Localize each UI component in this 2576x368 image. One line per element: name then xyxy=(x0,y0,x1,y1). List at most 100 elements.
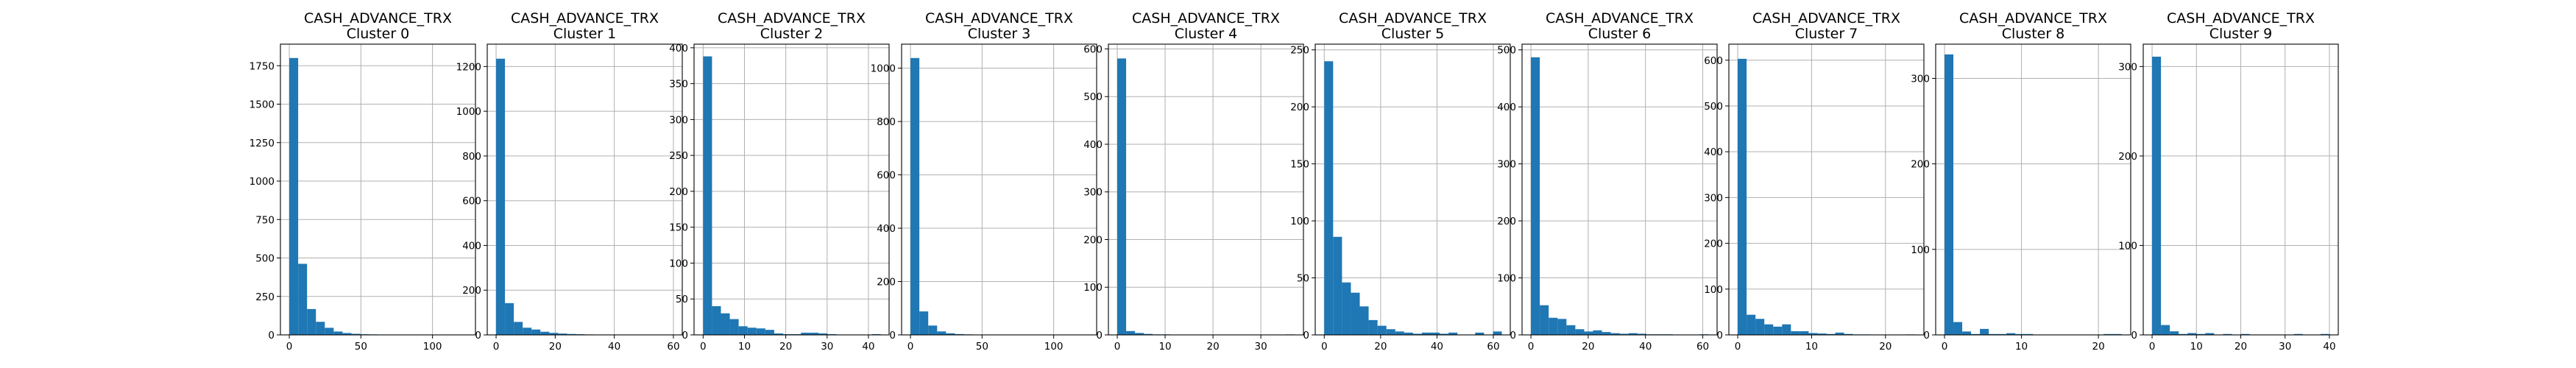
histogram-bar xyxy=(1404,332,1413,335)
y-tick-label: 500 xyxy=(1704,101,1723,113)
histogram-bars xyxy=(2152,57,2329,335)
y-tick-label: 500 xyxy=(255,253,275,265)
histogram-bar xyxy=(540,331,550,335)
x-tick-label: 20 xyxy=(2092,341,2105,353)
x-tick-label: 20 xyxy=(1582,341,1594,353)
histogram-bar xyxy=(1637,333,1646,335)
y-tick-label: 600 xyxy=(1704,55,1723,67)
histogram-bar xyxy=(2187,333,2197,335)
panel-title: CASH_ADVANCE_TRX xyxy=(1132,10,1280,26)
y-tick-label: 0 xyxy=(682,330,688,342)
histogram-bar xyxy=(505,302,514,335)
y-tick-label: 400 xyxy=(1704,146,1723,158)
histogram-bar xyxy=(1333,236,1342,335)
y-tick-label: 250 xyxy=(1290,45,1309,57)
histogram-bar xyxy=(1628,333,1638,335)
histogram-bar xyxy=(1386,329,1395,335)
y-tick-label: 100 xyxy=(669,258,688,269)
y-tick-label: 50 xyxy=(1297,273,1309,285)
y-tick-label: 600 xyxy=(1083,43,1103,55)
y-tick-label: 300 xyxy=(2118,61,2137,73)
axes-frame xyxy=(1314,43,1511,336)
y-tick-label: 0 xyxy=(268,330,275,342)
axes-frame xyxy=(693,43,890,336)
panel-title: CASH_ADVANCE_TRX xyxy=(1752,10,1900,26)
x-tick-label: 100 xyxy=(423,341,442,353)
histogram-bar xyxy=(2024,333,2034,335)
panel-title: CASH_ADVANCE_TRX xyxy=(1959,10,2107,26)
x-tick-label: 0 xyxy=(1942,341,1948,353)
y-tick-label: 300 xyxy=(1083,187,1103,199)
y-tick-label: 200 xyxy=(669,186,688,198)
histogram-bar xyxy=(1359,306,1369,335)
y-tick-label: 200 xyxy=(1911,159,1930,171)
x-tick-label: 30 xyxy=(821,341,833,353)
y-tick-label: 300 xyxy=(669,114,688,126)
y-tick-label: 100 xyxy=(2118,240,2137,252)
histogram-bar xyxy=(298,263,308,335)
histogram-bar xyxy=(567,333,576,335)
histogram-bar xyxy=(946,333,955,335)
axes-background xyxy=(1936,44,2131,335)
histogram-bar xyxy=(1395,331,1404,335)
panel-subtitle: Cluster 8 xyxy=(2002,26,2065,42)
panel-title: CASH_ADVANCE_TRX xyxy=(1339,10,1487,26)
x-tick-label: 0 xyxy=(700,341,707,353)
panel-subtitle: Cluster 3 xyxy=(968,26,1031,42)
histogram-bar xyxy=(1755,319,1765,335)
y-tick-label: 0 xyxy=(1303,330,1309,342)
panel-subtitle: Cluster 7 xyxy=(1795,26,1858,42)
histogram-bar xyxy=(1412,333,1422,335)
histogram-bar xyxy=(747,328,757,335)
histogram-bar xyxy=(2179,333,2188,335)
histogram-bar xyxy=(1998,333,2007,335)
y-tick-label: 50 xyxy=(676,294,688,305)
x-tick-label: 50 xyxy=(355,341,367,353)
y-tick-label: 0 xyxy=(1510,330,1516,342)
histogram-bar xyxy=(1377,325,1387,335)
y-tick-label: 200 xyxy=(1704,238,1723,250)
panel-subtitle: Cluster 1 xyxy=(553,26,617,42)
histogram-bars xyxy=(703,56,881,335)
histogram-bar xyxy=(801,333,810,335)
axes-background xyxy=(1729,44,1924,335)
histogram-bar xyxy=(1566,325,1576,335)
x-tick-label: 60 xyxy=(1487,341,1499,353)
histogram-bar xyxy=(2205,333,2215,335)
histogram-bar xyxy=(1431,332,1440,335)
histogram-bar xyxy=(1602,332,1611,335)
x-tick-label: 100 xyxy=(1044,341,1064,353)
x-tick-label: 40 xyxy=(2323,341,2335,353)
y-tick-label: 250 xyxy=(255,291,275,303)
histogram-bar xyxy=(1351,292,1360,335)
panel-title: CASH_ADVANCE_TRX xyxy=(2167,10,2315,26)
y-tick-label: 300 xyxy=(1911,73,1930,85)
y-tick-label: 500 xyxy=(1083,91,1103,103)
histogram-bar xyxy=(307,308,316,335)
panel-subtitle: Cluster 6 xyxy=(1588,26,1652,42)
panel-subtitle: Cluster 9 xyxy=(2209,26,2273,42)
histogram-bar xyxy=(910,57,920,335)
y-tick-label: 750 xyxy=(255,214,275,226)
histogram-bar xyxy=(1368,319,1378,335)
panel-cluster-1: 0 20 40 60020040060080010001200CASH_ADVANCE… xyxy=(456,10,683,353)
histogram-bars xyxy=(289,57,467,336)
histogram-bar xyxy=(1773,326,1783,335)
histogram-bar xyxy=(1342,282,1351,335)
panel-cluster-9: 0 10 20 30 40 0 100 200 300 CASH_ADVANCE_TRXClust… xyxy=(2118,10,2339,353)
axes-frame xyxy=(1935,43,2131,336)
x-tick-label: 20 xyxy=(1374,341,1387,353)
histogram-bar xyxy=(1971,333,1981,335)
x-tick-label: 40 xyxy=(1431,341,1443,353)
panel-cluster-3: 0 50 10002004006008001000CASH_ADVANCE_TRXC… xyxy=(871,10,1097,353)
y-tick-label: 100 xyxy=(1704,284,1723,296)
histogram-bar xyxy=(1440,333,1449,335)
y-tick-label: 800 xyxy=(877,116,896,128)
y-tick-label: 1250 xyxy=(250,138,275,149)
y-tick-label: 0 xyxy=(475,330,481,342)
panel-subtitle: Cluster 2 xyxy=(760,26,824,42)
axes-frame xyxy=(486,43,683,336)
histogram-bar xyxy=(1945,54,1954,336)
histogram-bar xyxy=(2223,333,2232,335)
histogram-bar xyxy=(1421,332,1432,335)
